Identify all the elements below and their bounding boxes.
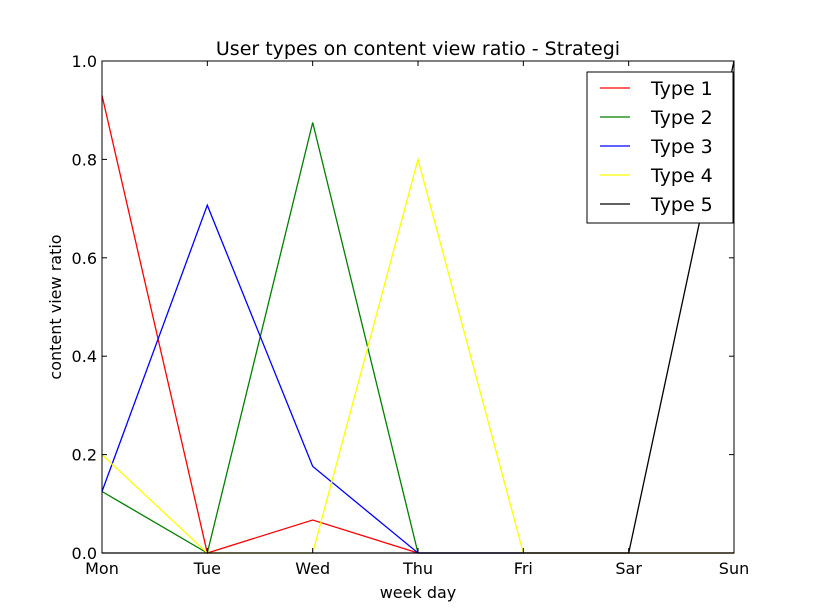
legend-label: Type 4 [650,165,713,187]
x-tick-label: Sar [615,559,642,578]
legend-label: Type 5 [650,194,713,216]
y-tick-label: 0.2 [72,446,97,465]
y-tick-label: 0.6 [72,249,97,268]
legend-label: Type 1 [650,78,713,100]
x-tick-label: Wed [295,559,330,578]
y-axis: 0.0 0.2 0.4 0.6 0.8 1.0 [72,52,734,563]
x-axis-label: week day [380,583,457,602]
legend-label: Type 3 [650,136,713,158]
chart-title: User types on content view ratio - Strat… [216,38,620,60]
y-tick-label: 0.0 [72,544,97,563]
y-axis-label: content view ratio [46,234,65,379]
y-tick-label: 1.0 [72,52,97,71]
legend: Type 1 Type 2 Type 3 Type 4 Type 5 [586,71,734,224]
x-tick-label: Sun [719,559,749,578]
legend-box [586,71,734,224]
x-tick-label: Mon [85,559,119,578]
legend-label: Type 2 [650,107,713,129]
x-tick-label: Fri [514,559,533,578]
x-tick-label: Tue [193,559,221,578]
x-axis: Mon Tue Wed Thu Fri Sar Sun [85,61,749,578]
y-tick-label: 0.8 [72,150,97,169]
y-tick-label: 0.4 [72,347,97,366]
x-tick-label: Thu [402,559,433,578]
